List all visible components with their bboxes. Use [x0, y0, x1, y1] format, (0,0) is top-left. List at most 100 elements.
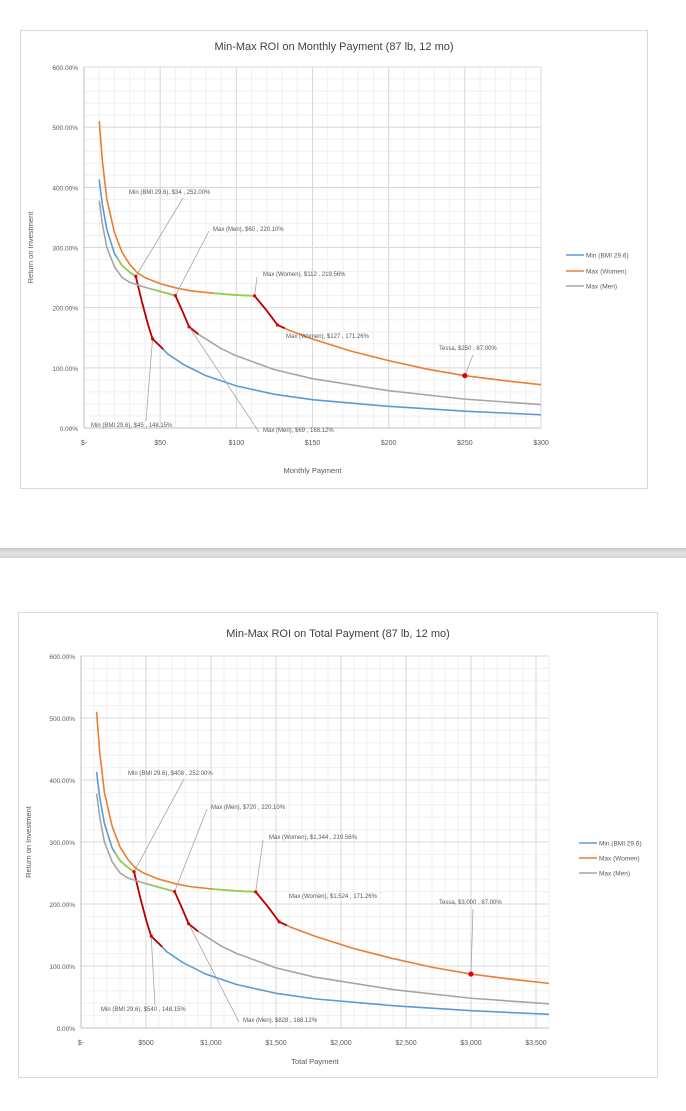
y-tick-label: 600.00%	[49, 654, 75, 661]
data-label: Min (BMI 29.6), $408 , 252.00%	[128, 771, 213, 777]
series-line-max-men-	[98, 200, 542, 406]
y-tick-label: 0.00%	[60, 426, 79, 433]
data-point-marker	[187, 325, 191, 329]
x-tick-label: $1,000	[200, 1040, 222, 1047]
data-label: Max (Men), $828 , 168.12%	[243, 1018, 318, 1024]
annotation-leader-line	[150, 936, 156, 1006]
highlight-segment-green	[116, 257, 137, 278]
y-axis-title: Return on Investment	[26, 211, 35, 284]
data-label: Max (Women), $112 , 219.56%	[263, 272, 346, 278]
chart-svg: $- $500 $1,000 $1,500 $2,000 $2,500 $3,000 $3,5…	[24, 628, 642, 1066]
highlight-segment-red	[253, 295, 286, 330]
highlight-segment-green	[213, 888, 256, 893]
series-line-max-women-	[95, 711, 550, 985]
legend-label: Min (BMI 29.6)	[586, 253, 629, 260]
total-payment-roi-chart: $- $500 $1,000 $1,500 $2,000 $2,500 $3,000 $3,5…	[18, 612, 658, 1078]
data-point-marker	[277, 920, 281, 924]
data-point-marker	[254, 890, 258, 894]
x-axis-title: Monthly Payment	[284, 466, 343, 475]
highlight-segment-green	[152, 288, 176, 297]
data-point-marker	[150, 337, 155, 341]
y-tick-label: 100.00%	[52, 366, 78, 373]
y-tick-label: 600.00%	[52, 65, 78, 72]
x-tick-label: $2,500	[395, 1040, 417, 1047]
data-label: Max (Women), $127 , 171.26%	[286, 334, 370, 340]
annotation-leader-line	[188, 326, 260, 433]
data-point-marker	[187, 922, 191, 926]
annotation-leader-line	[145, 338, 153, 422]
x-tick-label: $500	[138, 1040, 154, 1047]
chart-svg: $- $50 $100 $150 $200 $250 $300 0.00% 100.00% 200…	[26, 41, 629, 475]
highlight-segment-red	[173, 891, 199, 932]
data-label: Max (Men), $720 , 220.10%	[211, 805, 286, 811]
x-tick-label: $250	[457, 440, 473, 447]
data-point-marker	[173, 293, 177, 298]
x-tick-label: $100	[229, 440, 245, 447]
legend-label: Max (Men)	[586, 284, 617, 291]
data-label: Min (BMI 29.6), $45 , 148.15%	[91, 423, 173, 429]
x-tick-label: $3,000	[460, 1040, 482, 1047]
legend-label: Max (Women)	[599, 856, 640, 863]
data-point-marker	[462, 373, 468, 379]
x-tick-label: $-	[81, 440, 88, 447]
x-tick-label: $50	[154, 440, 166, 447]
data-point-marker	[173, 889, 177, 894]
highlight-segment-red	[134, 276, 164, 350]
highlight-segment-green	[213, 292, 255, 297]
x-tick-label: $200	[381, 440, 397, 447]
annotation-leader-line	[464, 354, 474, 376]
x-tick-label: $-	[78, 1040, 85, 1047]
chart-title: Min-Max ROI on Monthly Payment (87 lb, 1…	[214, 41, 453, 53]
legend-label: Min (BMI 29.6)	[599, 841, 642, 848]
highlight-segment-red	[255, 891, 288, 927]
data-label: Max (Men), $69 , 168.12%	[263, 428, 334, 434]
legend-label: Max (Women)	[586, 269, 627, 276]
data-label: Max (Women), $1,524 , 171.26%	[289, 894, 378, 900]
y-tick-label: 0.00%	[57, 1026, 76, 1033]
data-point-marker	[134, 274, 138, 278]
highlight-segment-green	[114, 852, 135, 873]
y-tick-label: 300.00%	[52, 246, 78, 253]
legend-label: Max (Men)	[599, 871, 630, 878]
x-tick-label: $2,000	[330, 1040, 352, 1047]
x-axis-title: Total Payment	[291, 1057, 339, 1066]
y-tick-label: 400.00%	[49, 778, 75, 785]
x-tick-label: $150	[305, 440, 321, 447]
annotation-leader-line	[135, 197, 184, 277]
annotation-leader-line	[174, 808, 208, 892]
y-tick-label: 300.00%	[49, 840, 75, 847]
y-tick-label: 500.00%	[52, 125, 78, 132]
monthly-payment-roi-chart: $- $50 $100 $150 $200 $250 $300 0.00% 100.00% 200…	[20, 30, 648, 489]
y-tick-label: 500.00%	[49, 716, 75, 723]
data-label: Max (Women), $1,344 , 219.56%	[269, 835, 358, 841]
data-point-marker	[149, 934, 153, 938]
data-label: Tessa, $3,000 , 87.00%	[439, 900, 502, 906]
y-tick-label: 400.00%	[52, 185, 78, 192]
y-axis-title: Return on Investment	[24, 805, 33, 878]
page-separator	[0, 548, 686, 558]
data-label: Tessa, $250 , 87.00%	[439, 346, 497, 352]
data-label: Min (BMI 29.6), $34 , 252.00%	[129, 190, 211, 196]
y-tick-label: 200.00%	[49, 902, 75, 909]
y-tick-label: 200.00%	[52, 306, 78, 313]
annotation-leader-line	[254, 276, 258, 296]
highlight-segment-red	[174, 295, 199, 335]
annotation-leader-line	[175, 230, 210, 296]
annotation-leader-line	[188, 923, 240, 1023]
data-point-marker	[275, 323, 280, 327]
highlight-segment-red	[133, 871, 163, 948]
y-tick-label: 100.00%	[49, 964, 75, 971]
annotation-leader-line	[470, 908, 474, 975]
x-tick-label: $3,500	[525, 1040, 547, 1047]
annotation-leader-line	[133, 778, 185, 872]
data-point-marker	[468, 971, 474, 977]
data-point-marker	[253, 294, 257, 298]
x-tick-label: $300	[533, 440, 549, 447]
data-point-marker	[132, 870, 136, 874]
highlight-segment-green	[150, 884, 175, 893]
data-label: Min (BMI 29.6), $540 , 148.15%	[101, 1007, 186, 1013]
annotation-leader-line	[255, 839, 264, 892]
data-label: Max (Men), $60 , 220.10%	[213, 227, 284, 233]
chart-title: Min-Max ROI on Total Payment (87 lb, 12 …	[226, 628, 450, 640]
x-tick-label: $1,500	[265, 1040, 287, 1047]
